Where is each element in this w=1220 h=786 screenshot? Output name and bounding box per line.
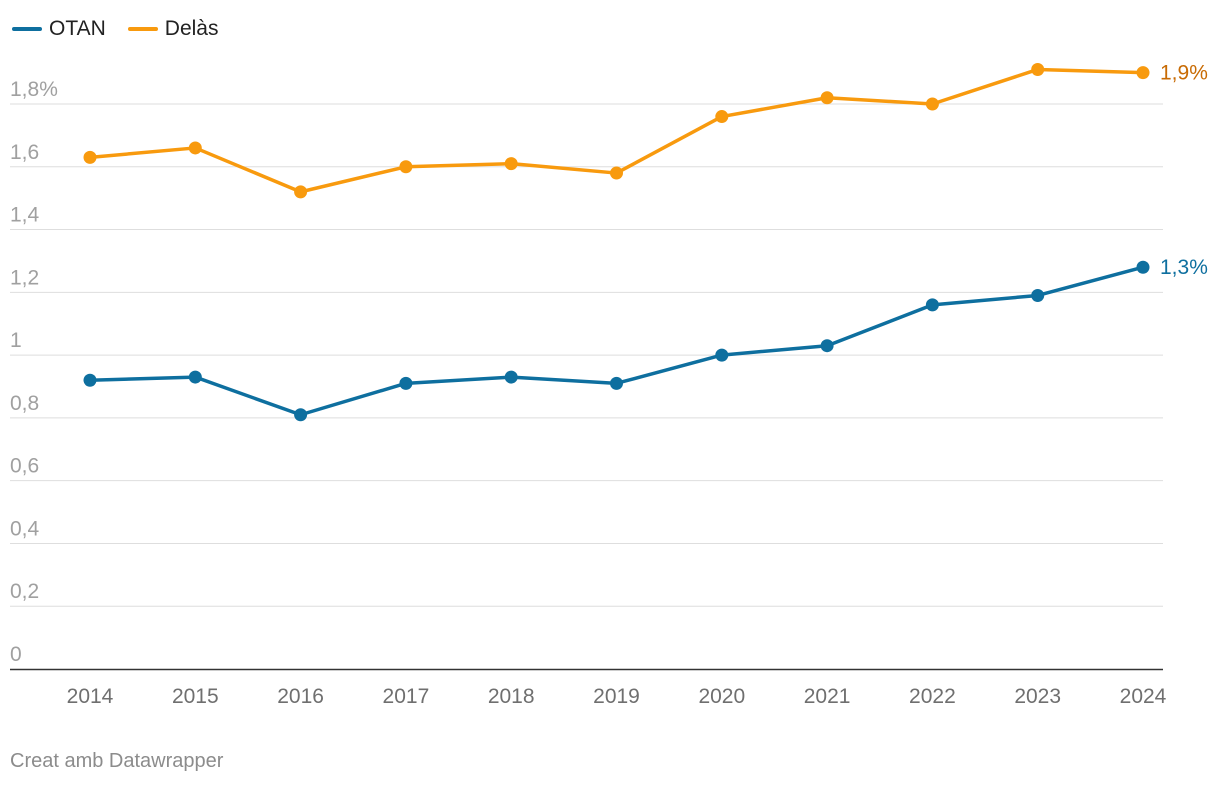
legend-item-otan: OTAN <box>12 17 106 41</box>
x-tick-label: 2024 <box>1120 685 1167 708</box>
data-point <box>715 348 729 362</box>
y-tick-label: 0,2 <box>10 580 39 603</box>
data-point <box>188 370 202 384</box>
chart-legend: OTAN Delàs <box>12 17 218 41</box>
data-point <box>1031 62 1045 76</box>
data-point <box>820 339 834 353</box>
data-point <box>399 160 413 174</box>
data-point <box>504 157 518 171</box>
series-end-label: 1,3% <box>1160 256 1208 279</box>
x-tick-label: 2015 <box>172 685 219 708</box>
data-point <box>820 91 834 105</box>
y-tick-label: 1,8% <box>10 78 58 101</box>
y-tick-label: 0,6 <box>10 455 39 478</box>
x-tick-label: 2020 <box>698 685 745 708</box>
y-tick-label: 1,2 <box>10 266 39 289</box>
data-point <box>610 166 623 180</box>
y-tick-label: 0,4 <box>10 517 40 540</box>
y-tick-label: 1,6 <box>10 141 39 164</box>
legend-label-delas: Delàs <box>164 17 219 40</box>
x-tick-label: 2017 <box>383 685 430 708</box>
data-point <box>1136 66 1150 80</box>
footer-credit: Creat amb Datawrapper <box>10 750 224 772</box>
legend-item-delas: Delàs <box>127 17 219 41</box>
data-point <box>925 97 939 111</box>
legend-swatch-otan <box>12 27 42 31</box>
legend-swatch-delas <box>127 27 158 31</box>
series-end-label: 1,9% <box>1160 62 1208 85</box>
x-tick-label: 2016 <box>277 685 324 708</box>
data-point <box>925 298 939 312</box>
data-point <box>1136 260 1150 274</box>
data-point <box>294 185 308 199</box>
y-tick-label: 1,4 <box>10 204 40 227</box>
data-point <box>83 373 97 387</box>
data-point <box>294 408 308 422</box>
data-point <box>715 110 729 124</box>
legend-label-otan: OTAN <box>49 17 106 40</box>
x-tick-label: 2021 <box>804 685 851 708</box>
x-tick-label: 2014 <box>67 685 114 708</box>
data-point <box>504 370 518 384</box>
data-point <box>188 141 202 155</box>
y-tick-label: 0 <box>10 643 22 666</box>
x-tick-label: 2018 <box>488 685 535 708</box>
x-tick-label: 2022 <box>909 685 956 708</box>
series-line-0 <box>88 265 1145 417</box>
x-tick-label: 2023 <box>1014 685 1061 708</box>
y-tick-label: 0,8 <box>10 392 39 415</box>
data-point <box>610 376 623 390</box>
x-tick-label: 2019 <box>593 685 640 708</box>
data-point <box>83 150 97 164</box>
data-point <box>1031 288 1045 302</box>
data-point <box>399 376 413 390</box>
y-tick-label: 1 <box>10 329 22 352</box>
